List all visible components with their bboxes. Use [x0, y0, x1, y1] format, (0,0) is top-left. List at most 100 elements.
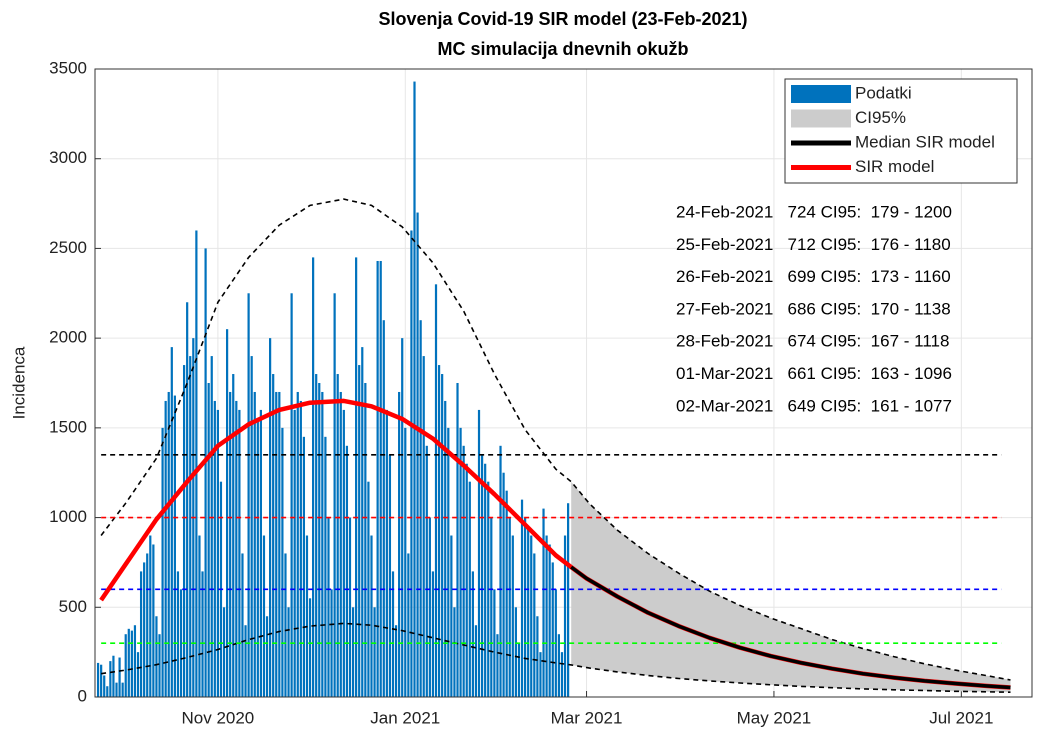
- bar: [548, 544, 551, 697]
- bar: [247, 293, 250, 697]
- bar: [299, 400, 302, 697]
- dashed-line: [100, 622, 1011, 693]
- bar: [284, 553, 287, 697]
- bar: [296, 391, 299, 697]
- bar: [462, 445, 465, 697]
- y-tick-label: 0: [78, 686, 87, 705]
- bar: [312, 257, 315, 697]
- y-tick-label: 2500: [49, 238, 87, 257]
- bar: [281, 427, 284, 697]
- bar: [355, 257, 358, 697]
- bar: [318, 383, 321, 697]
- bar: [229, 391, 232, 697]
- bar: [161, 427, 164, 697]
- bar: [431, 571, 435, 697]
- bar: [468, 481, 471, 697]
- bar: [422, 356, 425, 697]
- bar: [103, 675, 106, 697]
- legend-swatch: [791, 85, 851, 103]
- legend: Podatki CI95% Median SIR model SIR model: [784, 78, 1018, 184]
- bar: [348, 517, 352, 697]
- bar: [195, 230, 198, 697]
- dashed-line: [100, 198, 1011, 681]
- bar: [514, 607, 517, 697]
- bar: [130, 630, 133, 697]
- bar: [358, 365, 361, 697]
- bar: [459, 427, 462, 697]
- bar: [250, 356, 253, 697]
- bar: [351, 607, 355, 697]
- bar: [176, 571, 180, 697]
- bar: [367, 481, 370, 697]
- bar: [152, 544, 155, 697]
- bar: [112, 655, 115, 697]
- bar: [232, 374, 235, 697]
- bar: [201, 571, 204, 697]
- bar: [434, 284, 438, 697]
- bar: [308, 598, 312, 697]
- bar: [342, 409, 345, 697]
- bar: [391, 571, 395, 697]
- bar: [256, 418, 259, 697]
- bar: [269, 338, 272, 697]
- annotation: 26-Feb-2021 699 CI95: 173 - 1160: [676, 267, 951, 286]
- bar: [238, 409, 241, 697]
- bar: [511, 535, 514, 697]
- bar: [373, 607, 376, 697]
- bar: [474, 625, 478, 697]
- bar: [146, 553, 149, 697]
- bar: [133, 625, 137, 697]
- y-axis-label: Incidenca: [9, 346, 28, 419]
- bar: [327, 517, 330, 697]
- bar: [302, 436, 306, 697]
- annotation: 28-Feb-2021 674 CI95: 167 - 1118: [676, 332, 949, 351]
- bar: [115, 682, 118, 697]
- bar: [124, 634, 127, 697]
- bar: [164, 400, 167, 697]
- bar: [121, 682, 124, 697]
- bar: [567, 503, 570, 697]
- ci-area: [571, 481, 1011, 693]
- bar: [428, 517, 431, 697]
- bar: [118, 657, 121, 697]
- legend-label: Median SIR model: [855, 132, 995, 151]
- annotation: 01-Mar-2021 661 CI95: 163 - 1096: [676, 364, 952, 383]
- bar: [158, 634, 161, 697]
- bar: [410, 230, 413, 697]
- bar: [539, 652, 542, 697]
- bar: [127, 628, 130, 697]
- bar: [551, 562, 554, 697]
- annotation: 24-Feb-2021 724 CI95: 179 - 1200: [676, 202, 952, 221]
- bar: [155, 616, 158, 697]
- bar: [385, 409, 388, 697]
- bar: [502, 472, 505, 697]
- bar: [324, 436, 327, 697]
- bar: [505, 490, 508, 697]
- bar: [179, 589, 183, 697]
- bar: [545, 535, 548, 697]
- bar: [321, 391, 324, 697]
- bar: [450, 535, 453, 697]
- bar: [136, 652, 140, 697]
- bar: [293, 409, 296, 697]
- bar: [186, 302, 189, 697]
- bar: [447, 427, 450, 697]
- line: [570, 565, 1011, 690]
- bar: [490, 517, 493, 697]
- bar: [520, 499, 524, 697]
- bar: [527, 526, 530, 697]
- bar: [305, 535, 309, 697]
- axes-box: [94, 68, 1033, 698]
- bar: [207, 383, 210, 697]
- bar: [106, 686, 109, 697]
- bar: [216, 409, 219, 697]
- bar: [170, 347, 173, 697]
- bar: [345, 445, 349, 697]
- legend-swatch: [791, 109, 851, 128]
- bar: [149, 535, 152, 697]
- bar: [407, 553, 410, 697]
- bar: [143, 562, 146, 697]
- bar: [496, 634, 499, 697]
- legend-label: CI95%: [855, 108, 906, 127]
- chart-subtitle: MC simulacija dnevnih okužb: [437, 39, 688, 59]
